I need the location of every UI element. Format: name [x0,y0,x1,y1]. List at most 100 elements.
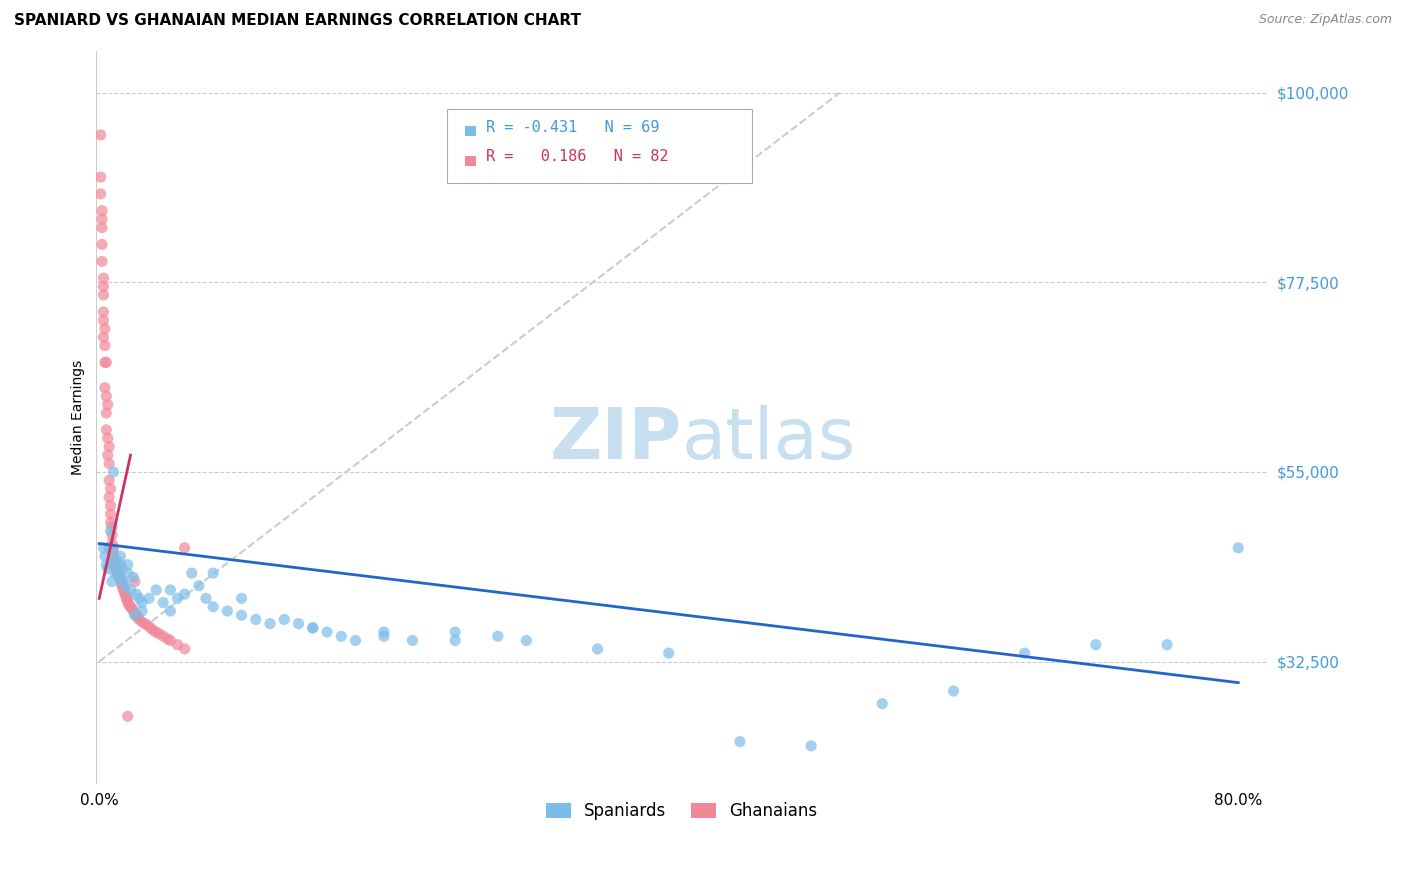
Text: R = -0.431   N = 69: R = -0.431 N = 69 [486,120,659,136]
Point [942,684,965,698]
Point [401,633,423,648]
Point [145,625,167,640]
Point [98,440,121,454]
Point [148,626,170,640]
Text: Source: ZipAtlas.com: Source: ZipAtlas.com [1258,13,1392,27]
Point [94,338,117,352]
Point [287,616,309,631]
Point [114,584,136,599]
Point [101,545,124,559]
Point [114,587,136,601]
Point [101,528,124,542]
Point [127,610,149,624]
Point [108,570,131,584]
Point [111,576,134,591]
Point [115,591,138,606]
Point [159,604,181,618]
Point [1014,646,1036,660]
Point [301,621,323,635]
Point [107,565,129,579]
Point [98,490,121,504]
Point [173,587,195,601]
Point [93,305,115,319]
Point [166,591,188,606]
Point [217,604,239,618]
Point [110,558,132,572]
Point [195,591,218,606]
Text: atlas: atlas [682,405,856,474]
Point [1084,638,1107,652]
Point [98,457,121,471]
Point [1227,541,1250,555]
Point [100,482,122,496]
Point [202,599,225,614]
Point [110,573,132,587]
Point [97,562,120,576]
Point [96,389,118,403]
Point [91,212,114,227]
Point [91,254,114,268]
Point [202,566,225,580]
Point [156,632,179,646]
Point [90,186,112,201]
Text: ZIP: ZIP [550,405,682,474]
Point [330,629,353,643]
Point [486,629,509,643]
Point [98,541,121,555]
Point [111,579,134,593]
Point [273,612,295,626]
Point [96,423,118,437]
Point [316,625,339,640]
Point [103,549,125,564]
Point [124,608,146,623]
Point [114,579,136,593]
Point [93,279,115,293]
Point [108,567,131,582]
Point [93,271,115,285]
Point [93,330,115,344]
Point [100,524,122,538]
Point [100,499,122,513]
Point [96,406,118,420]
Point [136,618,159,632]
Point [180,566,202,580]
Point [231,591,253,606]
Point [373,629,395,643]
Point [128,612,150,626]
Point [118,598,141,612]
Point [93,313,115,327]
Legend: Spaniards, Ghanaians: Spaniards, Ghanaians [538,796,824,827]
Point [173,541,195,555]
Point [117,593,139,607]
Point [131,615,153,629]
Point [139,621,162,635]
Point [97,431,120,445]
Point [128,591,150,606]
Point [97,398,120,412]
Point [94,322,117,336]
Point [259,616,281,631]
Point [142,624,165,638]
Point [91,237,114,252]
Point [117,709,139,723]
Point [104,553,127,567]
Point [104,566,127,580]
Point [111,562,134,576]
Point [120,582,142,597]
Point [159,582,181,597]
Point [131,604,153,618]
Point [91,220,114,235]
Point [112,581,135,595]
Point [94,549,117,564]
Point [100,507,122,521]
Point [515,633,537,648]
Point [105,553,128,567]
Point [122,570,145,584]
Point [110,574,132,589]
Point [138,591,160,606]
Point [152,596,174,610]
Point [159,633,181,648]
FancyBboxPatch shape [447,110,752,183]
Y-axis label: Median Earnings: Median Earnings [72,359,86,475]
Point [103,558,125,572]
